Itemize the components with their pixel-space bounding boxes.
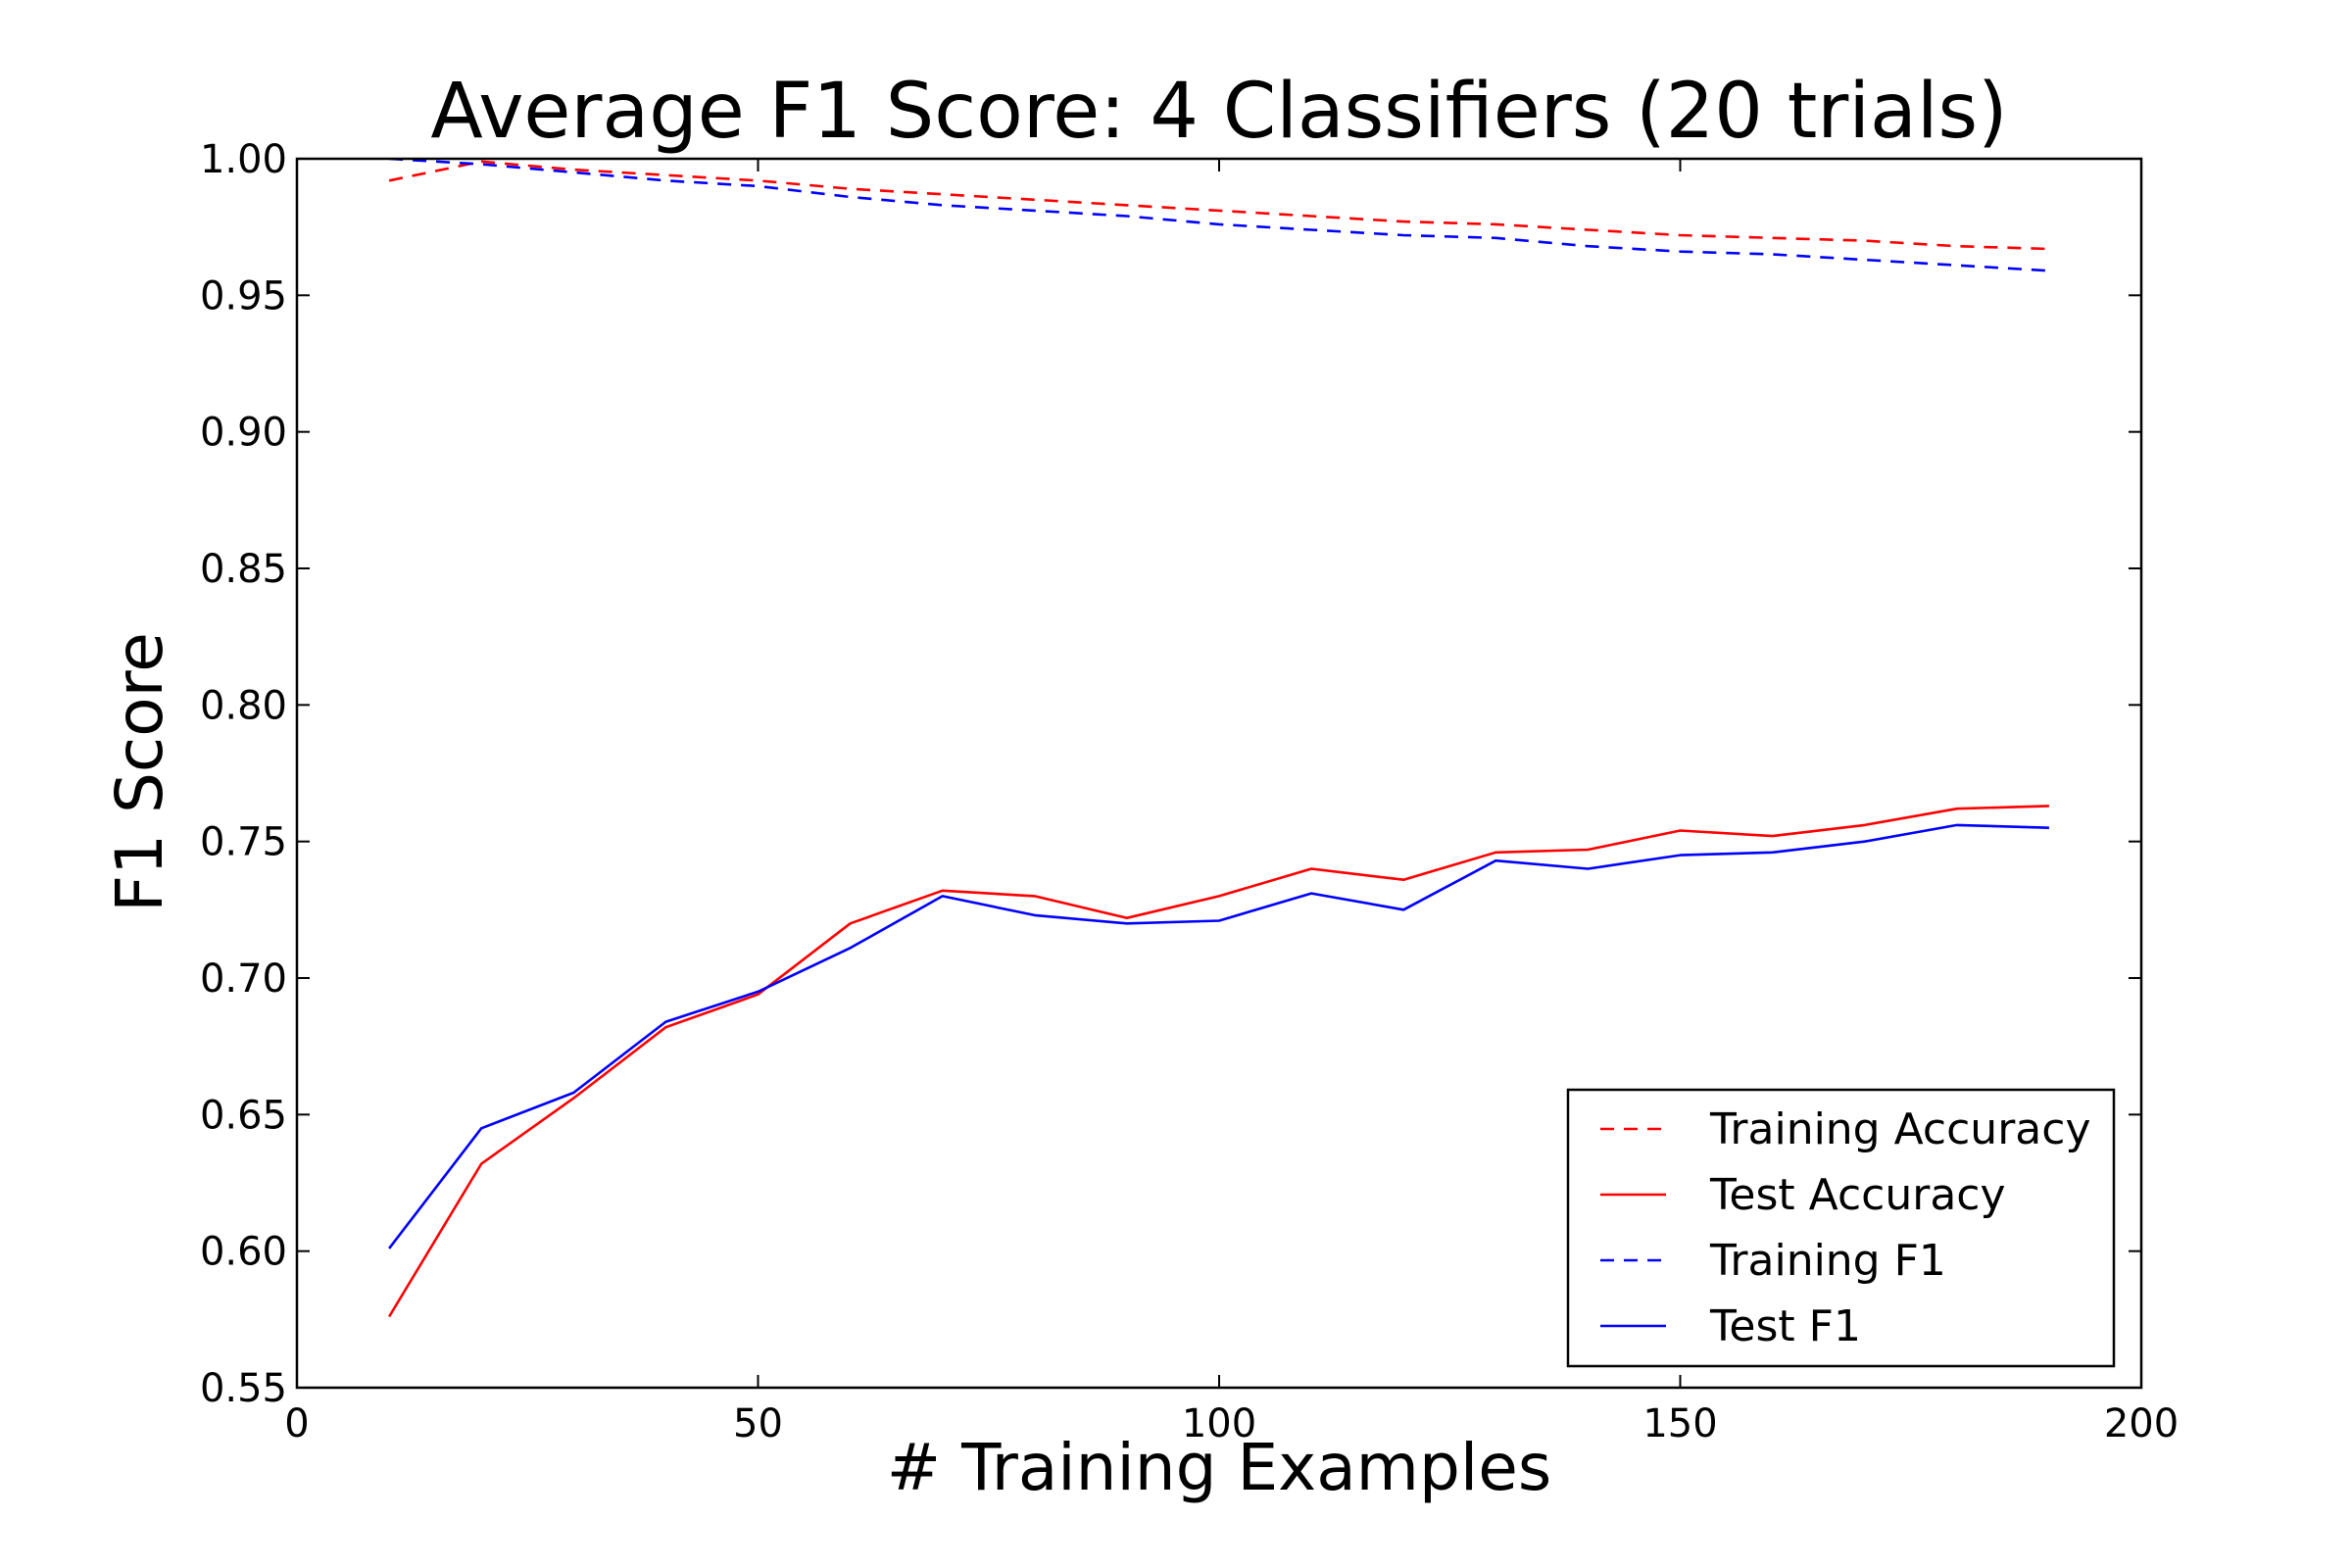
legend-label: Training F1 [1709, 1236, 1946, 1286]
series-line-test-f1 [388, 823, 2049, 1250]
legend-label: Test Accuracy [1709, 1170, 2006, 1220]
y-tick-label: 0.95 [200, 273, 287, 318]
x-tick-label: 150 [1642, 1401, 1717, 1446]
x-tick-label: 100 [1182, 1401, 1256, 1446]
x-tick-label: 50 [733, 1401, 783, 1446]
series-line-test-accuracy [387, 805, 2049, 1318]
chart-title: Average F1 Score: 4 Classifiers (20 tria… [430, 68, 2007, 156]
legend-label: Test F1 [1709, 1301, 1861, 1351]
x-axis-label: # Training Examples [887, 1430, 1551, 1505]
y-tick-label: 0.80 [200, 683, 287, 728]
legend: Training Accuracy Test Accuracy Training F… [1566, 1088, 2116, 1368]
y-tick-label: 0.55 [200, 1366, 287, 1411]
series-lines [387, 159, 2049, 1318]
series-line-training-f1 [389, 159, 2049, 272]
y-tick-label: 0.70 [200, 956, 287, 1002]
legend-box [1566, 1088, 2116, 1368]
x-tick-label: 200 [2104, 1401, 2179, 1446]
y-tick-label: 0.85 [200, 547, 287, 592]
series-line-training-accuracy [388, 160, 2049, 251]
y-tick-label: 0.90 [200, 411, 287, 456]
y-tick-label: 0.75 [200, 820, 287, 865]
y-tick-label: 0.60 [200, 1230, 287, 1275]
y-axis-label: F1 Score [102, 632, 177, 912]
x-tick-label: 0 [284, 1401, 309, 1446]
legend-label: Training Accuracy [1709, 1104, 2090, 1154]
y-tick-label: 1.00 [200, 137, 287, 182]
axis-ticks: 0 50 100 150 200 0.55 0.60 0.65 0.70 0.75 0.80 0.85… [200, 137, 2179, 1446]
y-tick-label: 0.65 [200, 1093, 287, 1138]
